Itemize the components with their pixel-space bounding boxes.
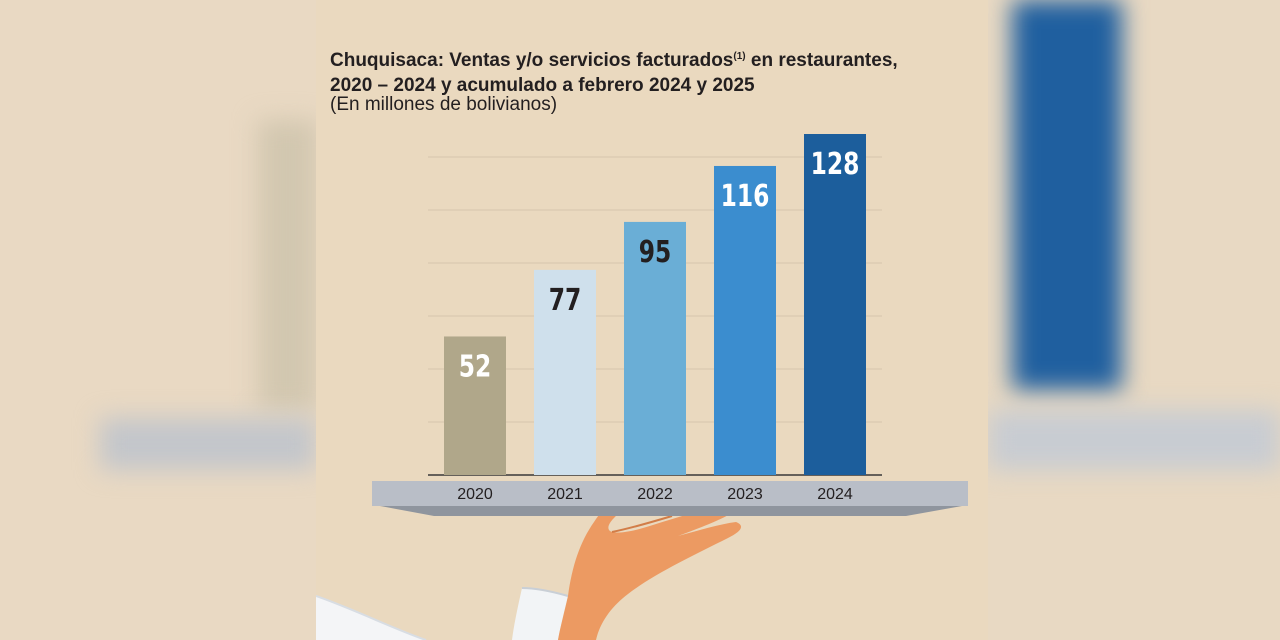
data-label-2021: 77 xyxy=(549,283,582,318)
bar-2024 xyxy=(804,134,866,475)
x-tick-label-2023: 2023 xyxy=(727,486,763,503)
chart-title: Chuquisaca: Ventas y/o servicios factura… xyxy=(330,44,988,98)
bar-2022 xyxy=(624,221,686,475)
title-line1-a: Chuquisaca: Ventas y/o servicios factura… xyxy=(330,50,734,71)
blurred-tray-shape xyxy=(100,418,316,470)
x-tick-label-2021: 2021 xyxy=(547,486,583,503)
title-line1-b: en restaurantes, xyxy=(745,50,898,71)
data-label-2024: 128 xyxy=(811,147,860,182)
bar-2020 xyxy=(444,336,506,475)
bar-chart: 52 2020 77 2021 95 2022 116 2023 128 2024 xyxy=(372,134,968,516)
x-tick-label-2024: 2024 xyxy=(817,486,853,503)
data-label-2020: 52 xyxy=(459,350,492,385)
blurred-bar-shape xyxy=(1012,0,1122,390)
finger-crease xyxy=(611,515,673,533)
bar-2021 xyxy=(534,269,596,475)
cuff-shape xyxy=(512,588,568,640)
tray-rim xyxy=(380,506,962,516)
bar-2023 xyxy=(714,165,776,475)
data-label-2023: 116 xyxy=(721,179,770,214)
chart-subtitle: (En millones de bolivianos) xyxy=(330,94,558,115)
title-line2: 2020 – 2024 y acumulado a febrero 2024 y… xyxy=(330,75,755,96)
blurred-background-left xyxy=(0,0,316,640)
title-footnote-marker: (1) xyxy=(733,51,746,62)
x-tick-label-2020: 2020 xyxy=(457,486,493,503)
tray-top xyxy=(372,481,968,506)
cuff-edge xyxy=(521,587,569,597)
blurred-bar-shape xyxy=(258,120,316,410)
hand-shape xyxy=(558,498,742,640)
blurred-tray-shape xyxy=(988,410,1280,470)
infographic-panel: Chuquisaca: Ventas y/o servicios factura… xyxy=(316,0,988,640)
x-tick-label-2022: 2022 xyxy=(637,486,673,503)
sleeve-edge xyxy=(316,595,427,640)
serving-hand-illustration xyxy=(316,498,742,640)
data-label-2022: 95 xyxy=(639,235,672,270)
blurred-background-right xyxy=(988,0,1280,640)
